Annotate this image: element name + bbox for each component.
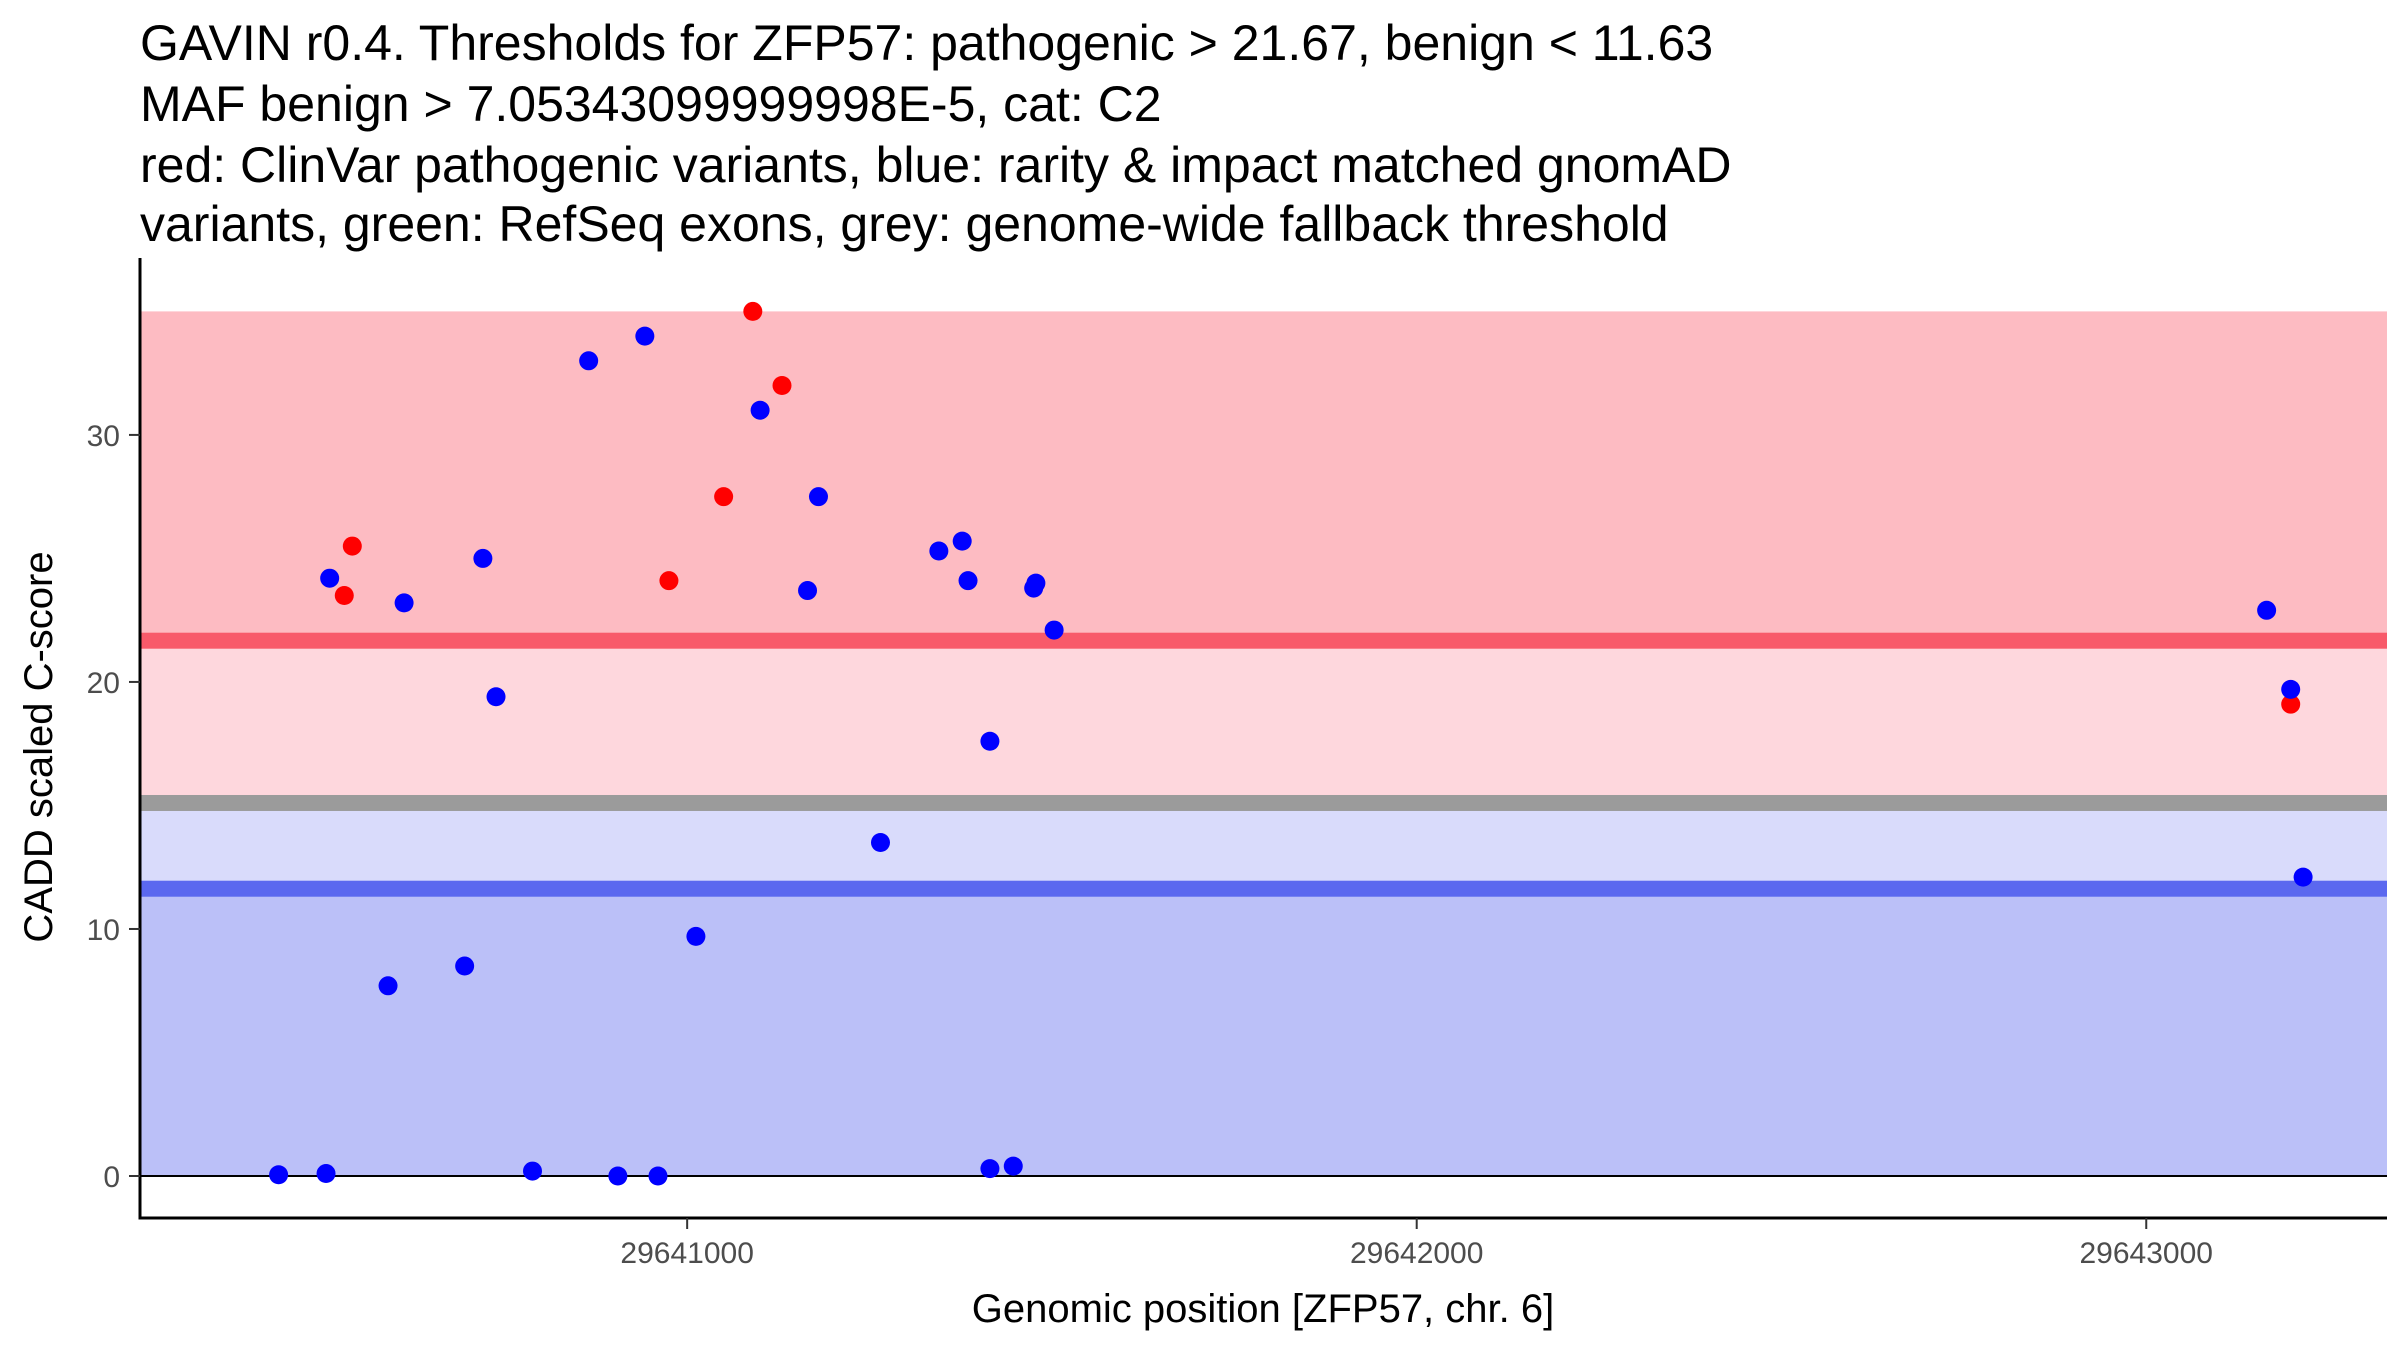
gnomad-point-9 [808, 487, 828, 507]
clinvar-point-6 [772, 376, 792, 396]
intermediate-pathogenic-region [140, 640, 2387, 806]
gnomad-point-27 [1003, 1156, 1023, 1176]
title-line-4: variants, green: RefSeq exons, grey: gen… [140, 196, 1669, 252]
gnomad-point-14 [1026, 573, 1046, 593]
pathogenic-threshold-line [140, 632, 2387, 649]
clinvar-point-2 [342, 536, 362, 556]
gnomad-point-19 [455, 956, 475, 976]
y-axis-ticks: 0 10 20 30 [87, 420, 140, 1194]
benign-threshold-line [140, 880, 2387, 897]
gnomad-point-25 [648, 1166, 668, 1186]
gnomad-point-17 [870, 833, 890, 853]
clinvar-point-7 [2281, 694, 2301, 714]
gnomad-point-4 [486, 687, 506, 707]
gnomad-point-3 [473, 548, 493, 568]
data-points [269, 301, 2313, 1186]
gnomad-point-11 [952, 531, 972, 551]
y-tick-label: 10 [87, 914, 120, 947]
threshold-bands [140, 311, 2387, 1177]
gnomad-point-16 [980, 731, 1000, 751]
gnomad-point-24 [608, 1166, 628, 1186]
clinvar-point-1 [334, 585, 354, 605]
clinvar-point-3 [659, 571, 679, 591]
gnomad-point-23 [522, 1161, 542, 1181]
gnomad-point-21 [269, 1165, 289, 1185]
gnomad-point-6 [635, 326, 655, 346]
gnomad-point-1 [320, 568, 340, 588]
chart-title: GAVIN r0.4. Thresholds for ZFP57: pathog… [140, 15, 1731, 252]
gnomad-point-12 [958, 571, 978, 591]
gnomad-point-10 [929, 541, 949, 561]
x-axis-ticks: 29641000 29642000 29643000 [620, 1218, 2213, 1270]
title-line-3: red: ClinVar pathogenic variants, blue: … [140, 137, 1731, 193]
gnomad-point-18 [686, 926, 706, 946]
gnomad-point-20 [378, 976, 398, 996]
gnomad-point-2 [394, 593, 414, 613]
gnomad-point-15 [1044, 620, 1064, 640]
gnomad-point-8 [798, 581, 818, 601]
title-line-1: GAVIN r0.4. Thresholds for ZFP57: pathog… [140, 15, 1713, 71]
clinvar-point-5 [743, 301, 763, 321]
pathogenic-region [140, 311, 2387, 641]
gnomad-point-29 [2281, 679, 2301, 699]
y-tick-label: 0 [103, 1161, 120, 1194]
gnomad-point-7 [750, 400, 770, 420]
x-tick-label: 29642000 [1350, 1237, 1483, 1270]
gnomad-point-28 [2257, 600, 2277, 620]
x-tick-label: 29641000 [620, 1237, 753, 1270]
gnomad-point-22 [316, 1164, 336, 1184]
fallback-threshold-line [140, 794, 2387, 811]
clinvar-point-4 [714, 487, 734, 507]
axes: 29641000 29642000 29643000 0 10 20 30 [87, 258, 2387, 1270]
x-axis-title: Genomic position [ZFP57, chr. 6] [972, 1287, 1554, 1331]
gnomad-point-30 [2293, 867, 2313, 887]
y-tick-label: 30 [87, 420, 120, 453]
gnomad-point-5 [579, 351, 599, 371]
x-tick-label: 29643000 [2080, 1237, 2213, 1270]
y-tick-label: 20 [87, 667, 120, 700]
threshold-lines [140, 632, 2387, 897]
intermediate-benign-region [140, 805, 2387, 889]
benign-region [140, 888, 2387, 1177]
gnomad-point-26 [980, 1159, 1000, 1179]
y-axis-title: CADD scaled C-score [17, 551, 61, 942]
title-line-2: MAF benign > 7.05343099999998E-5, cat: C… [140, 76, 1162, 132]
